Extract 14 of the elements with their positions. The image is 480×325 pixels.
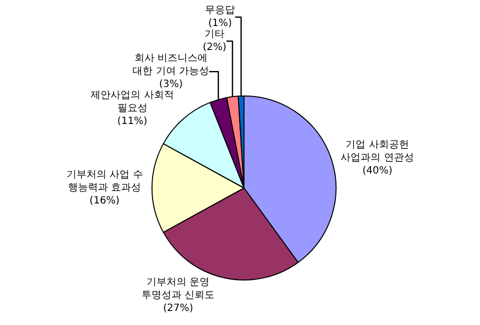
- data-label: (40%): [362, 165, 392, 176]
- slice-label: 기부처의 사업 수 행능력과 효과성: [66, 170, 143, 194]
- slice-label: 기업 사회공헌 사업과의 연관성: [340, 139, 414, 164]
- data-label: (3%): [159, 79, 183, 90]
- data-label: (11%): [117, 116, 148, 128]
- slice-label: 기부처의 운영 투명성과 신뢰도: [141, 276, 215, 301]
- slice-label: 회사 비즈니스에 대한 기여 가능성: [132, 53, 210, 78]
- data-label: (27%): [163, 302, 194, 314]
- data-label: (2%): [202, 42, 226, 54]
- data-label: (1%): [208, 18, 232, 30]
- slice-label: 무응답: [205, 5, 236, 16]
- data-label: (16%): [90, 196, 120, 206]
- slice-label: 기타: [204, 29, 225, 40]
- slice-label: 제안사업의 사회적 필요성: [90, 90, 174, 114]
